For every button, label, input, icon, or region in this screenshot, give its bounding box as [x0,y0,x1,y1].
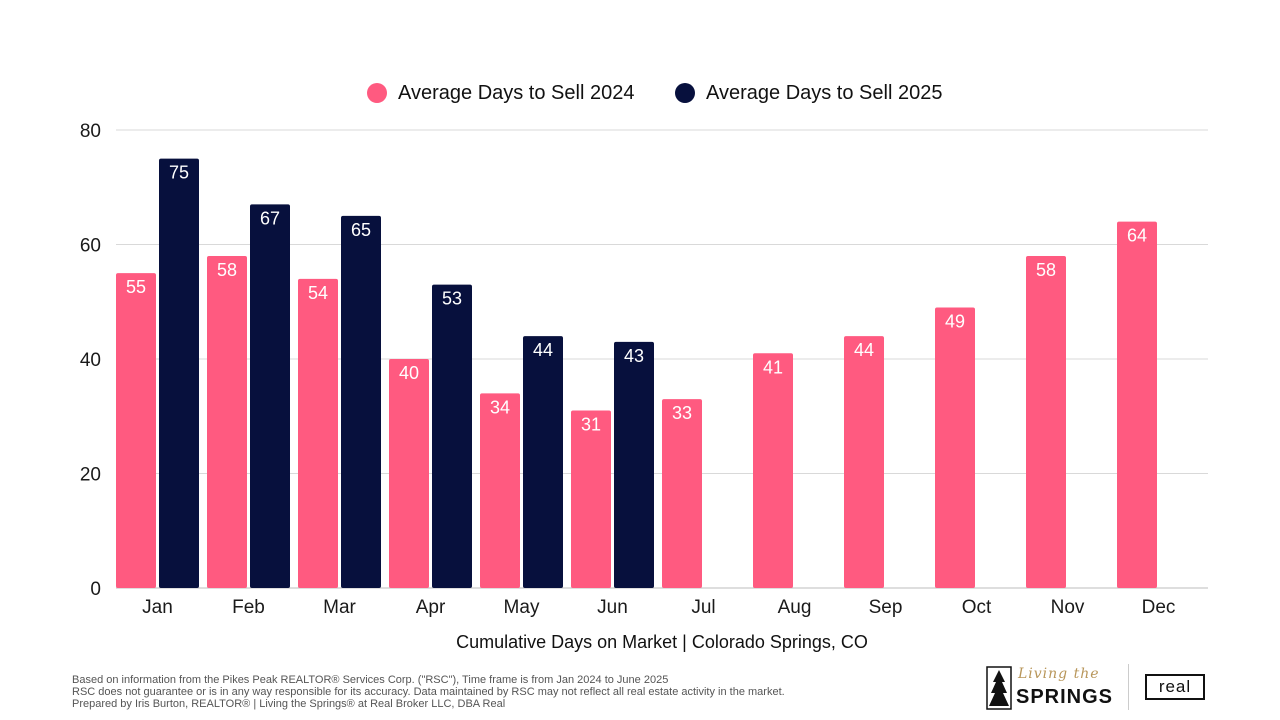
legend-marker-2025 [675,83,695,103]
bar-2024-aug [753,353,793,588]
bar-2025-may [523,336,563,588]
branding-area: Living the SPRINGS real [982,660,1212,714]
data-label-2024-jun: 31 [581,415,601,435]
x-tick-label: Mar [323,597,356,618]
x-tick-label: Jan [142,597,173,618]
bar-2024-may [480,393,520,588]
data-label-2025-jan: 75 [169,163,189,183]
data-label-2024-nov: 58 [1036,260,1056,280]
bar-2024-apr [389,359,429,588]
bar-2024-oct [935,307,975,588]
bar-2024-nov [1026,255,1066,588]
footnote-line-1: Based on information from the Pikes Peak… [72,674,669,686]
bar-2025-jun [614,341,654,588]
x-tick-label: Oct [962,597,992,618]
y-tick-label: 40 [80,350,101,371]
data-label-2025-jun: 43 [624,346,644,366]
bar-2025-apr [432,284,472,588]
legend-marker-2024 [367,83,387,103]
y-tick-label: 80 [80,121,101,142]
data-label-2024-oct: 49 [945,311,965,331]
real-brokerage-logo: real [1145,674,1205,700]
bar-2024-mar [298,278,338,588]
y-tick-label: 0 [90,579,101,600]
data-label-2025-may: 44 [533,340,553,360]
data-label-2024-feb: 58 [217,260,237,280]
footnote-line-3: Prepared by Iris Burton, REALTOR® | Livi… [72,698,506,710]
chart-legend: Average Days to Sell 2024 Average Days t… [367,82,942,104]
source-footnote: Based on information from the Pikes Peak… [72,674,785,710]
data-label-2024-apr: 40 [399,363,419,383]
data-label-2025-apr: 53 [442,289,462,309]
x-tick-label: Sep [869,597,903,618]
bar-2024-feb [207,255,247,588]
x-tick-label: Feb [232,597,265,618]
living-the-springs-logo: Living the SPRINGS [982,664,1122,710]
pine-tree-icon [986,666,1012,710]
data-label-2024-may: 34 [490,397,510,417]
bar-2024-jun [571,410,611,588]
chart-bars: 55 75 58 67 54 65 40 53 34 44 31 43 33 41 44 49 58 64 [116,158,1157,589]
data-label-2025-feb: 67 [260,208,280,228]
logo-main-text: SPRINGS [1016,686,1114,708]
x-tick-label: Dec [1142,597,1176,618]
data-label-2024-jul: 33 [672,403,692,423]
legend-label-2024: Average Days to Sell 2024 [398,82,634,104]
legend-label-2025: Average Days to Sell 2025 [706,82,942,104]
y-axis-ticks: 0 20 40 60 80 [80,121,101,600]
x-axis-label: Cumulative Days on Market | Colorado Spr… [456,632,868,652]
x-tick-label: Nov [1051,597,1085,618]
logo-divider [1128,664,1129,710]
x-tick-label: May [504,597,540,618]
data-label-2024-mar: 54 [308,283,328,303]
data-label-2024-jan: 55 [126,277,146,297]
bar-2024-jul [662,399,702,588]
data-label-2024-dec: 64 [1127,226,1147,246]
bar-2024-sep [844,336,884,588]
data-label-2024-aug: 41 [763,357,783,377]
x-tick-label: Jul [691,597,715,618]
logo-script-text: Living the [1018,666,1100,682]
y-tick-label: 60 [80,236,101,257]
bar-2025-feb [250,204,290,589]
data-label-2024-sep: 44 [854,340,874,360]
bar-chart: Average Days to Sell 2024 Average Days t… [80,82,1208,652]
bar-2024-dec [1117,221,1157,588]
bar-2025-jan [159,158,199,588]
data-label-2025-mar: 65 [351,220,371,240]
x-axis-ticks: Jan Feb Mar Apr May Jun Jul Aug Sep Oct Nov Dec [142,597,1175,618]
x-tick-label: Apr [416,597,446,618]
y-tick-label: 20 [80,465,101,486]
bar-2024-jan [116,273,156,588]
footnote-line-2: RSC does not guarantee or is in any way … [72,686,785,698]
bar-2025-mar [341,215,381,588]
x-tick-label: Aug [778,597,812,618]
x-tick-label: Jun [597,597,628,618]
